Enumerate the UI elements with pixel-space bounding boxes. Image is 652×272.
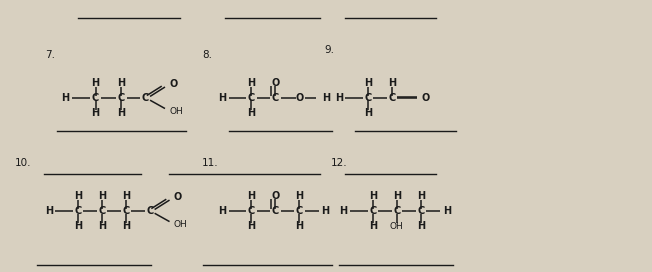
- Text: H: H: [117, 108, 126, 118]
- Text: H: H: [247, 191, 256, 201]
- Text: H: H: [417, 221, 425, 231]
- Text: H: H: [218, 206, 226, 217]
- Text: O: O: [174, 192, 182, 202]
- Text: H: H: [443, 206, 451, 217]
- Text: C: C: [296, 206, 303, 217]
- Text: H: H: [364, 78, 372, 88]
- Text: O: O: [422, 93, 430, 103]
- Text: H: H: [91, 108, 100, 118]
- Text: H: H: [218, 93, 226, 103]
- Text: O: O: [296, 93, 304, 103]
- Text: H: H: [91, 78, 100, 88]
- Text: C: C: [389, 93, 396, 103]
- Text: H: H: [364, 108, 372, 118]
- Text: C: C: [248, 93, 255, 103]
- Text: H: H: [321, 206, 329, 217]
- Text: C: C: [272, 93, 279, 103]
- Text: H: H: [388, 78, 396, 88]
- Text: C: C: [417, 206, 424, 217]
- Text: 8.: 8.: [203, 50, 213, 60]
- Text: O: O: [271, 191, 280, 201]
- Text: C: C: [74, 206, 82, 217]
- Text: H: H: [122, 221, 130, 231]
- Text: H: H: [98, 191, 106, 201]
- Text: H: H: [417, 191, 425, 201]
- Text: 9.: 9.: [325, 45, 334, 55]
- Text: C: C: [364, 93, 372, 103]
- Text: OH: OH: [173, 220, 187, 229]
- Text: H: H: [368, 221, 377, 231]
- Text: O: O: [170, 79, 177, 89]
- Text: H: H: [295, 191, 303, 201]
- Text: C: C: [393, 206, 400, 217]
- Text: H: H: [368, 191, 377, 201]
- Text: 10.: 10.: [14, 158, 31, 168]
- Text: H: H: [322, 93, 330, 103]
- Text: O: O: [271, 78, 280, 88]
- Text: H: H: [61, 93, 69, 103]
- Text: H: H: [335, 93, 343, 103]
- Text: H: H: [117, 78, 126, 88]
- Text: 11.: 11.: [201, 158, 218, 168]
- Text: C: C: [92, 93, 99, 103]
- Text: H: H: [247, 108, 256, 118]
- Text: C: C: [369, 206, 376, 217]
- Text: C: C: [142, 93, 149, 103]
- Text: H: H: [393, 191, 401, 201]
- Text: C: C: [118, 93, 125, 103]
- Text: OH: OH: [390, 222, 404, 231]
- Text: C: C: [123, 206, 130, 217]
- Text: H: H: [122, 191, 130, 201]
- Text: OH: OH: [169, 107, 183, 116]
- Text: 7.: 7.: [46, 50, 55, 60]
- Text: C: C: [272, 206, 279, 217]
- Text: C: C: [147, 206, 154, 217]
- Text: C: C: [98, 206, 106, 217]
- Text: H: H: [45, 206, 53, 217]
- Text: C: C: [248, 206, 255, 217]
- Text: H: H: [98, 221, 106, 231]
- Text: H: H: [295, 221, 303, 231]
- Text: 12.: 12.: [331, 158, 348, 168]
- Text: H: H: [74, 191, 82, 201]
- Text: H: H: [74, 221, 82, 231]
- Text: H: H: [340, 206, 348, 217]
- Text: H: H: [247, 78, 256, 88]
- Text: H: H: [247, 221, 256, 231]
